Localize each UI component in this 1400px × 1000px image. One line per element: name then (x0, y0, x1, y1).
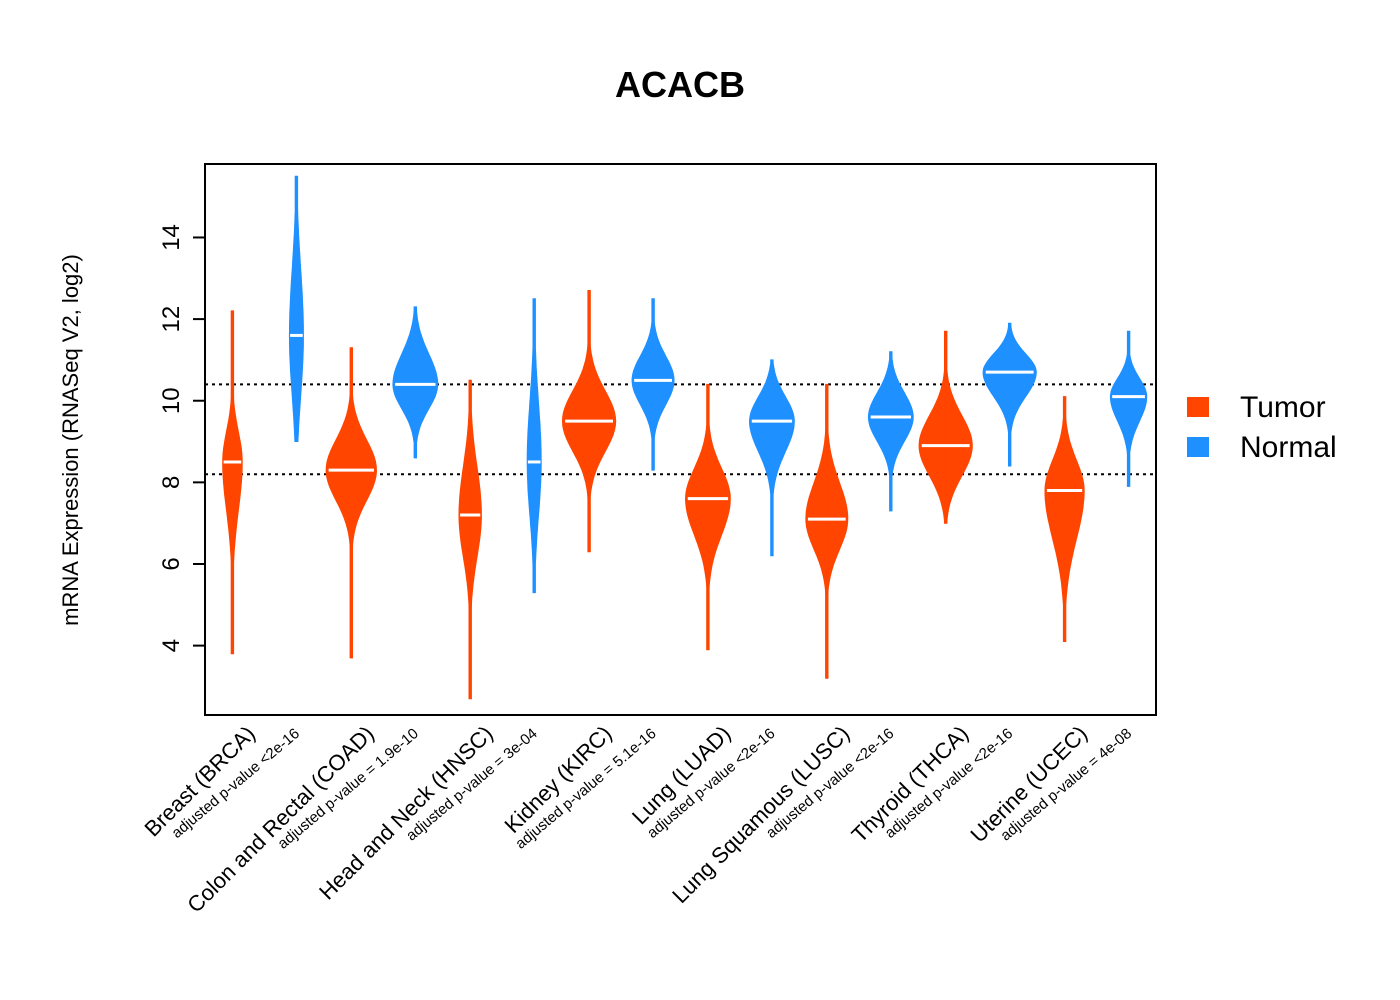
violin-normal (526, 298, 542, 594)
y-tick-label: 4 (158, 639, 185, 652)
legend: Tumor Normal (1187, 391, 1337, 464)
y-tick-label: 10 (158, 387, 185, 414)
violin-normal (392, 306, 439, 459)
y-tick-label: 14 (158, 224, 185, 251)
violin-normal (867, 351, 914, 512)
violin-tumor (805, 383, 849, 679)
violin-tumor (918, 330, 973, 524)
violin-normal (631, 298, 675, 471)
plot-frame (204, 163, 1157, 716)
chart-title: ACACB (615, 64, 745, 105)
violin-normal (982, 322, 1037, 467)
y-tick-label: 12 (158, 306, 185, 333)
legend-swatch (1187, 397, 1209, 417)
y-tick-label: 6 (158, 557, 185, 570)
legend-label: Tumor (1240, 391, 1326, 424)
y-axis-label: mRNA Expression (RNASeq V2, log2) (58, 254, 83, 626)
violins (222, 175, 1148, 700)
violin-normal (1109, 330, 1148, 487)
violin-tumor (1044, 396, 1085, 642)
violin-normal (288, 175, 304, 442)
legend-swatch (1187, 437, 1209, 457)
y-axis: 4 6 8 10 12 14 (158, 224, 205, 652)
violin-tumor (561, 290, 617, 553)
x-axis-labels: Breast (BRCA)adjusted p-value <2e-16Colo… (139, 721, 1135, 918)
violin-normal (748, 359, 795, 557)
violin-tumor (458, 379, 482, 700)
violin-tumor (325, 347, 378, 659)
legend-label: Normal (1240, 431, 1337, 464)
y-tick-label: 8 (158, 476, 185, 489)
violin-tumor (684, 383, 731, 651)
violin-tumor (222, 310, 243, 655)
